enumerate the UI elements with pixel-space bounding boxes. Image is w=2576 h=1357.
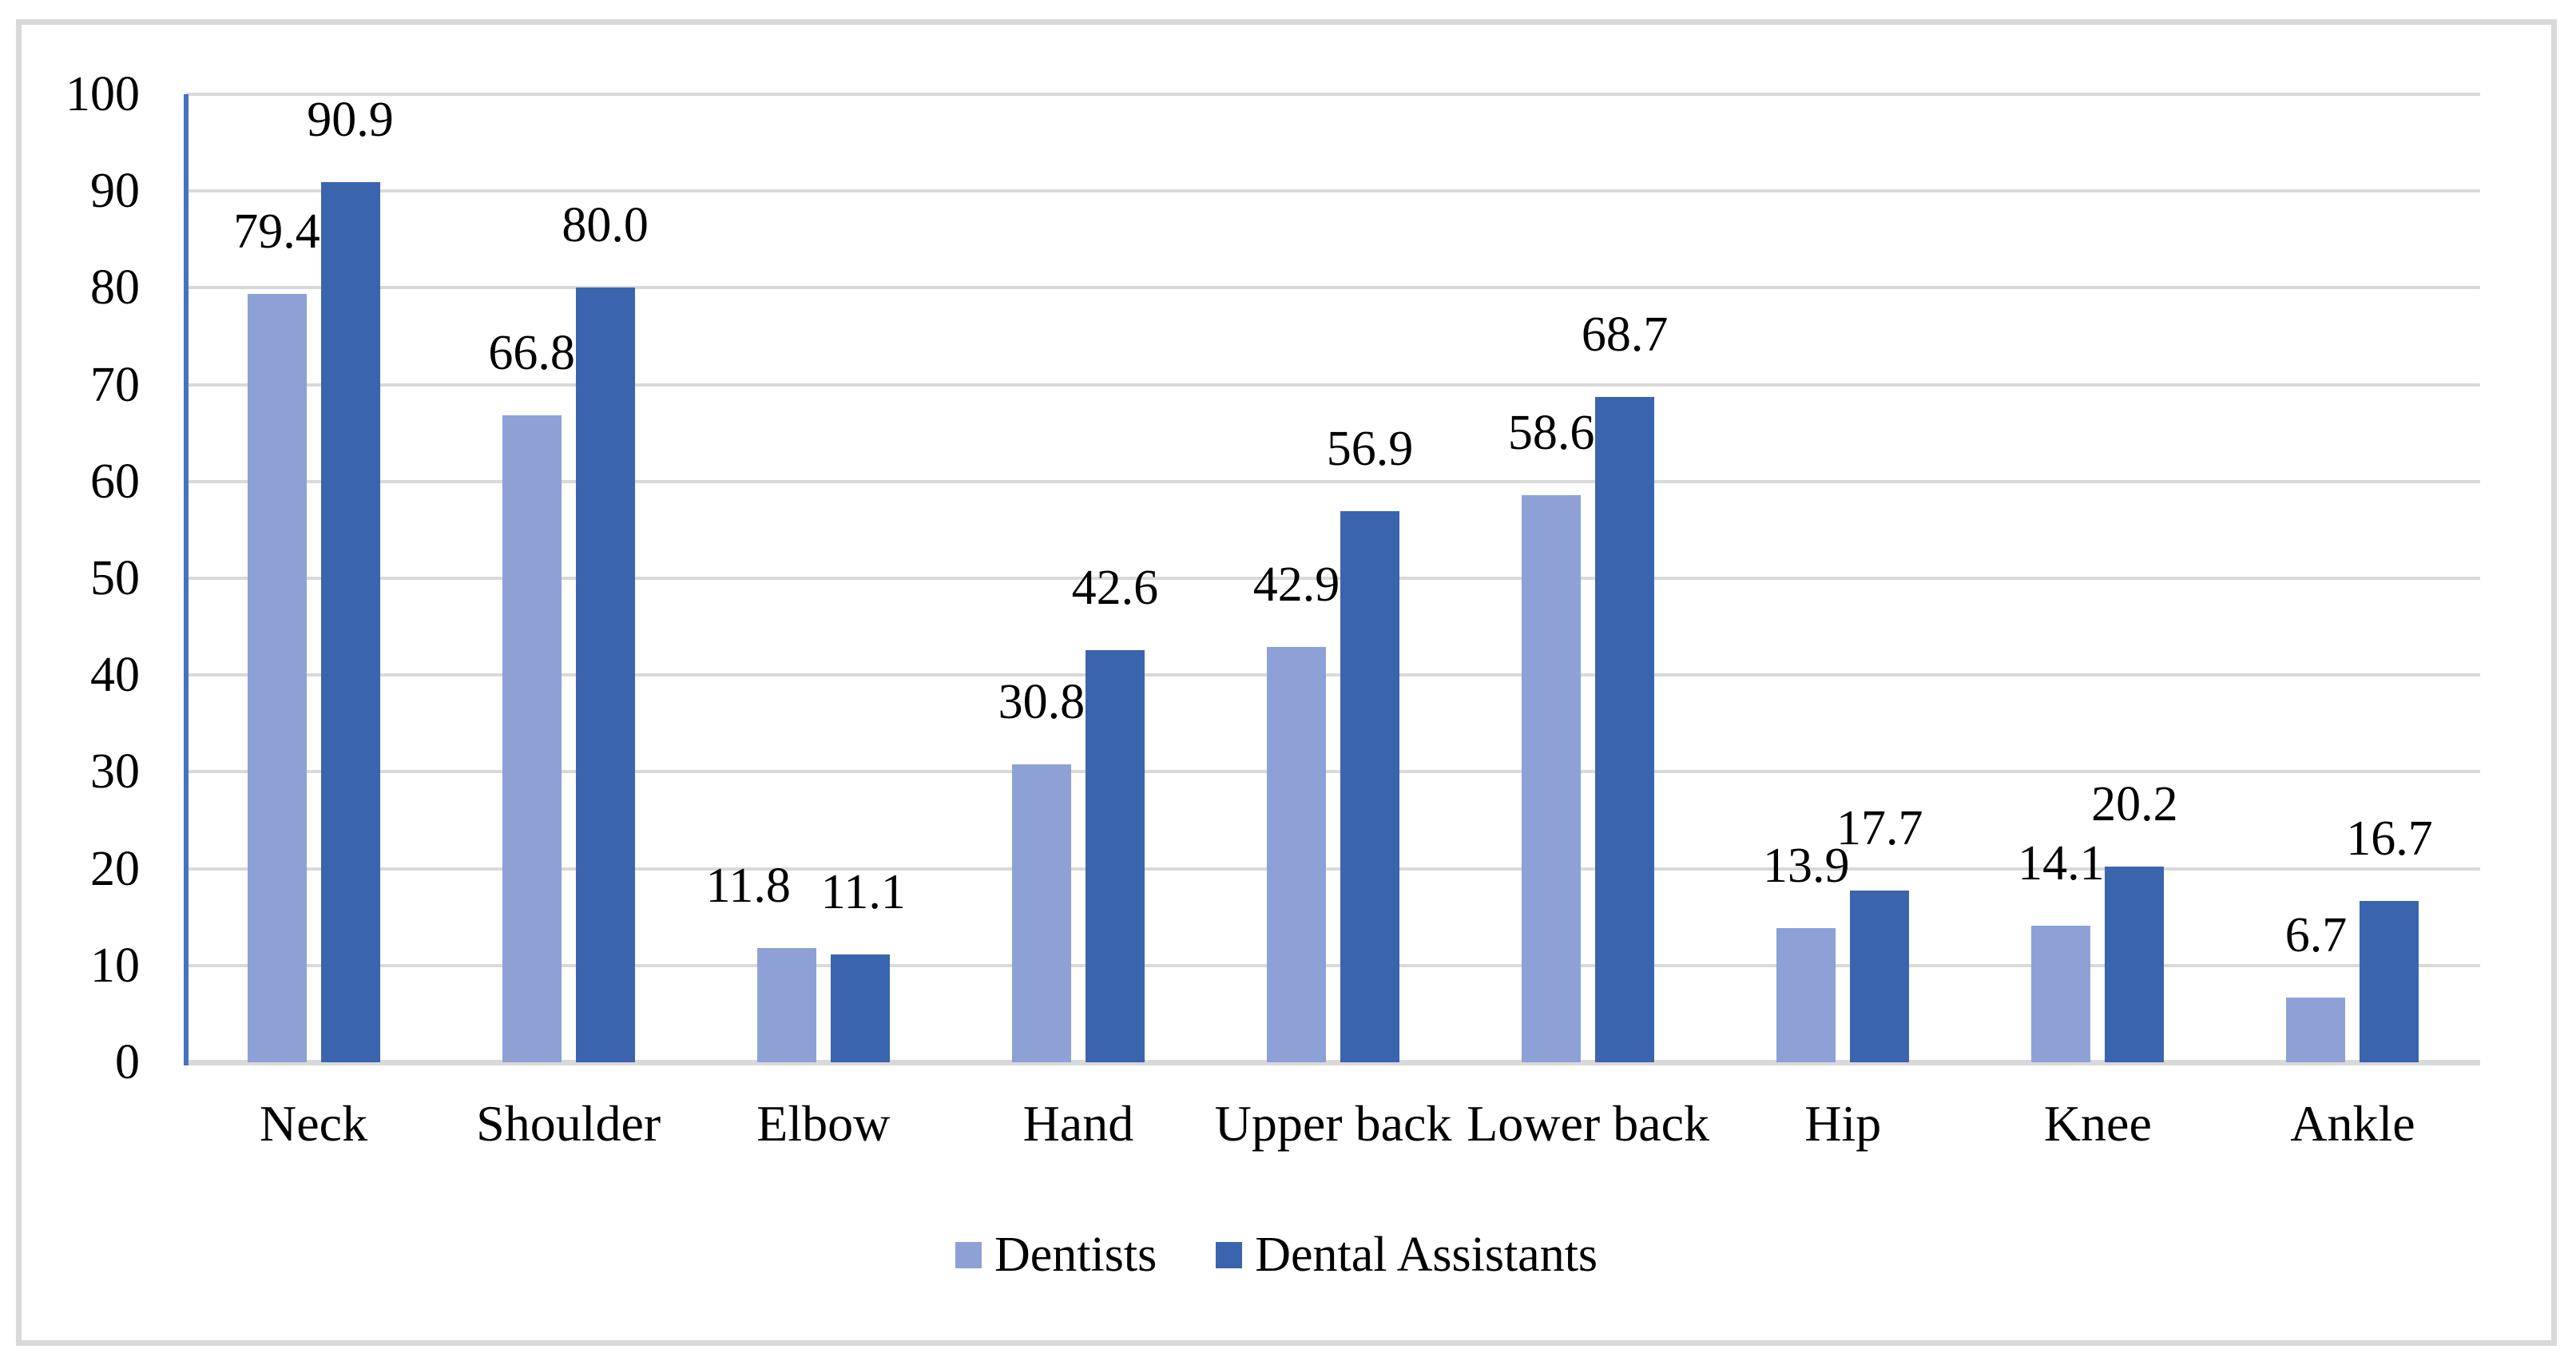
category-label: Elbow — [756, 1095, 891, 1152]
y-tick-label: 100 — [65, 67, 140, 121]
bar-dental-assistants — [1850, 891, 1910, 1062]
category-label: Lower back — [1467, 1095, 1710, 1152]
bar-dental-assistants — [2105, 867, 2165, 1062]
data-label-dentists: 30.8 — [998, 674, 1086, 729]
gridline — [186, 867, 2480, 871]
data-label-dental-assistants: 11.1 — [820, 865, 906, 920]
gridline — [186, 383, 2480, 387]
gridline — [186, 577, 2480, 580]
x-axis-baseline — [186, 1059, 2480, 1065]
gridline — [186, 963, 2480, 967]
data-label-dental-assistants: 68.7 — [1581, 308, 1669, 363]
y-tick-label: 10 — [90, 938, 140, 993]
bar-dental-assistants — [1085, 649, 1145, 1062]
gridline — [186, 673, 2480, 677]
legend-swatch-dental-assistants — [1216, 1241, 1243, 1268]
data-label-dental-assistants: 17.7 — [1836, 801, 1923, 856]
y-tick-label: 30 — [90, 744, 140, 800]
category-label: Shoulder — [476, 1095, 661, 1152]
y-tick-label: 90 — [90, 164, 140, 219]
plot-area: 79.4 66.8 11.8 30.8 42.9 58.6 13.9 14.1 6.7 90.9 8… — [186, 93, 2480, 1065]
category-label: Upper back — [1214, 1095, 1452, 1152]
bar-dental-assistants — [575, 288, 635, 1062]
legend-label-dental-assistants: Dental Assistants — [1255, 1228, 1598, 1282]
data-label-dental-assistants: 56.9 — [1326, 422, 1414, 477]
legend-label-dentists: Dentists — [994, 1228, 1157, 1282]
bar-dentists — [756, 947, 816, 1062]
bar-dental-assistants — [320, 182, 380, 1062]
data-label-dental-assistants: 42.6 — [1071, 560, 1159, 615]
bar-dentists — [1776, 927, 1836, 1062]
gridline — [186, 770, 2480, 774]
bar-dentists — [1267, 647, 1326, 1062]
category-label: Hand — [1022, 1095, 1134, 1152]
data-label-dentists: 58.6 — [1507, 405, 1595, 460]
legend-item-dentists: Dentists — [955, 1228, 1157, 1281]
data-label-dentists: 79.4 — [233, 204, 320, 259]
category-label: Ankle — [2290, 1095, 2415, 1152]
data-label-dentists: 42.9 — [1252, 557, 1340, 613]
bar-dental-assistants — [1595, 397, 1655, 1062]
bar-dental-assistants — [2360, 900, 2419, 1062]
legend-swatch-dentists — [955, 1241, 982, 1268]
bar-dentists — [502, 415, 562, 1062]
data-label-dental-assistants: 20.2 — [2091, 777, 2178, 832]
category-label: Neck — [260, 1095, 368, 1152]
data-label-dental-assistants: 80.0 — [562, 198, 649, 253]
bar-dentists — [1522, 494, 1582, 1062]
bar-dental-assistants — [1340, 511, 1399, 1062]
category-label: Knee — [2043, 1095, 2152, 1152]
data-label-dentists: 14.1 — [2018, 836, 2105, 891]
data-label-dentists: 13.9 — [1762, 838, 1850, 893]
data-label-dentists: 11.8 — [705, 858, 791, 913]
gridline — [186, 286, 2480, 290]
gridline — [186, 93, 2480, 96]
y-tick-label: 20 — [90, 841, 140, 896]
gridline — [186, 479, 2480, 483]
y-tick-label: 0 — [115, 1035, 140, 1089]
gridline — [186, 189, 2480, 193]
category-label: Hip — [1804, 1095, 1882, 1152]
bar-dentists — [2286, 997, 2346, 1062]
bar-dentists — [2031, 926, 2091, 1062]
data-label-dental-assistants: 90.9 — [307, 93, 394, 148]
bar-dental-assistants — [830, 954, 890, 1062]
y-tick-label: 80 — [90, 260, 140, 315]
y-axis-line — [184, 94, 189, 1065]
data-label-dentists: 66.8 — [488, 326, 575, 381]
legend: Dentists Dental Assistants — [955, 1228, 1598, 1281]
data-label-dental-assistants: 16.7 — [2346, 811, 2433, 866]
data-label-dentists: 6.7 — [2284, 907, 2348, 962]
y-tick-label: 70 — [90, 357, 140, 412]
y-tick-label: 50 — [90, 551, 140, 605]
y-tick-label: 60 — [90, 454, 140, 509]
y-tick-label: 40 — [90, 648, 140, 703]
bar-dentists — [247, 293, 307, 1062]
bar-dentists — [1011, 764, 1071, 1062]
legend-item-dental-assistants: Dental Assistants — [1216, 1228, 1598, 1281]
